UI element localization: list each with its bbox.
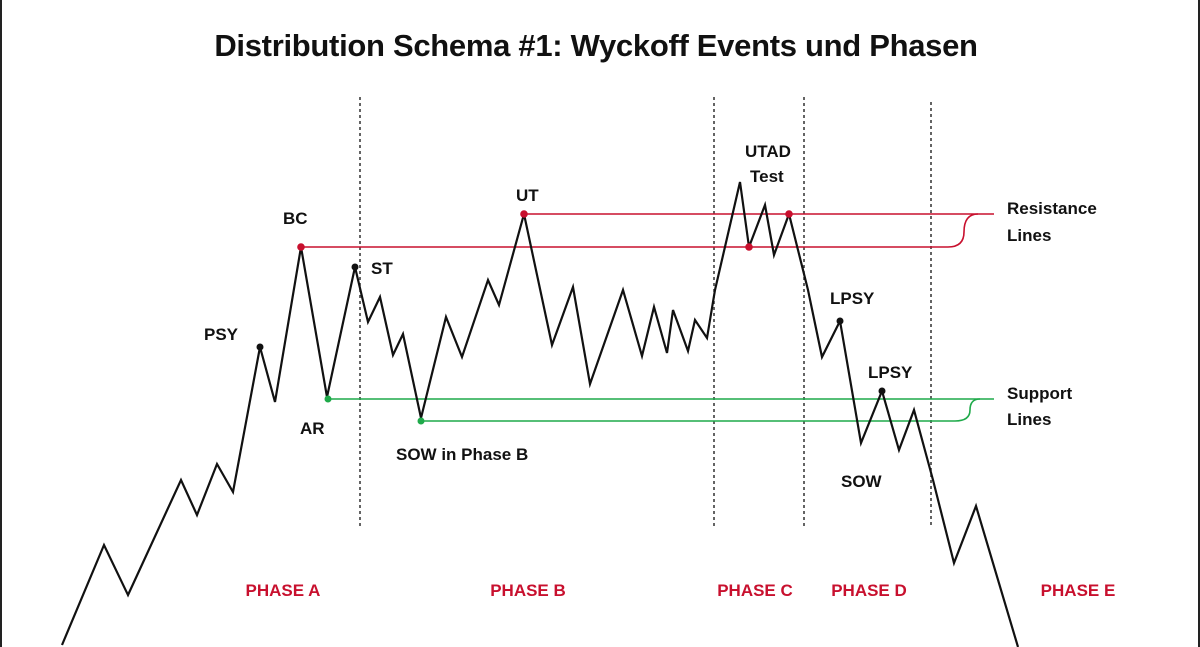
st-marker <box>351 263 359 271</box>
sow-b-marker <box>417 417 425 425</box>
bc-label: BC <box>283 209 308 228</box>
resistance-legend-line2: Lines <box>1007 226 1051 245</box>
phase-e-label: PHASE E <box>1041 581 1116 600</box>
ut-marker <box>520 210 528 218</box>
support-legend-line2: Lines <box>1007 410 1051 429</box>
psy-label: PSY <box>204 325 239 344</box>
lpsy2-marker <box>878 387 886 395</box>
phase-a-label: PHASE A <box>246 581 321 600</box>
lpsy1-label: LPSY <box>830 289 875 308</box>
sow-label: SOW <box>841 472 883 491</box>
phase-d-label: PHASE D <box>831 581 907 600</box>
line-legend: Resistance Lines Support Lines <box>1007 199 1097 429</box>
lpsy2-label: LPSY <box>868 363 913 382</box>
phase-dividers <box>359 97 932 528</box>
bc-marker <box>297 243 305 251</box>
price-path <box>60 181 1020 647</box>
support-legend-line1: Support <box>1007 384 1072 403</box>
ut-label: UT <box>516 186 539 205</box>
support-lines <box>328 398 994 422</box>
lpsy1-marker <box>836 317 844 325</box>
psy-marker <box>256 343 264 351</box>
sow-b-label: SOW in Phase B <box>396 445 528 464</box>
test-label: Test <box>750 167 784 186</box>
diagram-title: Distribution Schema #1: Wyckoff Events u… <box>214 28 977 63</box>
frame-left-border <box>0 0 2 647</box>
utad-marker <box>745 243 753 251</box>
phase-labels: PHASE A PHASE B PHASE C PHASE D PHASE E <box>246 581 1116 600</box>
phase-b-label: PHASE B <box>490 581 566 600</box>
phase-c-label: PHASE C <box>717 581 793 600</box>
resistance-lines <box>301 213 994 248</box>
event-markers <box>256 210 886 425</box>
ar-marker <box>324 395 332 403</box>
resistance-legend-line1: Resistance <box>1007 199 1097 218</box>
resistance-brace <box>947 213 979 248</box>
ar-label: AR <box>300 419 325 438</box>
test-marker <box>785 210 793 218</box>
st-label: ST <box>371 259 393 278</box>
support-brace <box>954 398 981 422</box>
frame-right-border <box>1198 0 1200 647</box>
utad-label: UTAD <box>745 142 791 161</box>
event-labels: PSY BC AR ST SOW in Phase B UT UTAD Test… <box>204 142 913 491</box>
